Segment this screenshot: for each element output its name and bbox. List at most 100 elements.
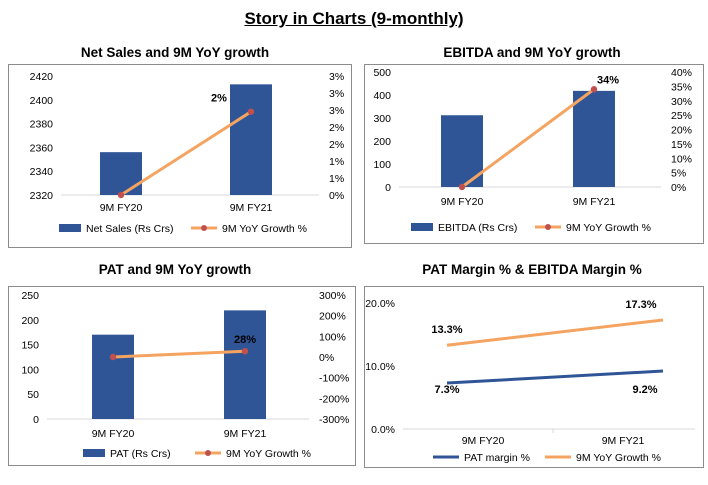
y2-tick-label: -300% [319,414,349,426]
legend-label: PAT (Rs Crs) [110,448,171,460]
y-tick-label: 150 [21,340,39,352]
legend-label: 9M YoY Growth % [566,222,651,234]
bar-net-sales-rs-crs- [100,152,142,195]
y2-tick-label: 20% [671,125,692,137]
growth-point [241,348,249,355]
y-tick-label: 0 [385,182,391,194]
growth-data-label: 2% [211,93,227,105]
y-tick-label: 50 [27,389,39,401]
margin-line-0 [446,369,664,385]
y2-tick-label: -100% [319,373,349,385]
margins-chart-title: PAT Margin % & EBITDA Margin % [422,262,642,277]
growth-point [458,183,466,191]
y2-tick-label: 2% [329,122,344,134]
bar-pat-rs-crs- [224,310,266,419]
growth-line [120,110,252,197]
x-category-label: 9M FY20 [441,196,484,208]
y2-tick-label: 1% [329,173,344,185]
y-tick-label: 2360 [30,142,54,154]
y2-tick-label: 1% [329,156,344,168]
y2-tick-label: -200% [319,393,349,405]
ebitda-chart-svg: 0 100 200 300 400 500 0% 5% 10% 15% 20% 25% 30% 35% 40… [373,67,692,234]
y2-tick-label: 0% [671,182,686,194]
y-tick-label: 10.0% [365,361,395,373]
ebitda-chart: 0 100 200 300 400 500 0% 5% 10% 15% 20% 25% 30% 35% 40… [364,64,704,244]
y2-tick-label: 3% [329,105,344,117]
x-category-label: 9M FY21 [224,428,267,440]
x-category-label: 9M FY20 [92,428,135,440]
legend-label: 9M YoY Growth % [222,223,307,235]
legend-swatch-marker [545,224,551,230]
legend-swatch-bar [59,224,81,232]
pat-chart-svg: 0 50 100 150 200 250 -300% -200% -100% 0% 100% 200%… [21,290,349,460]
y-tick-label: 100 [21,364,39,376]
y-tick-label: 200 [21,315,39,327]
x-category-label: 9M FY20 [100,202,143,214]
y-tick-label: 0.0% [371,424,395,436]
growth-point [247,108,255,115]
bar-ebitda-rs-crs- [573,90,615,187]
y2-tick-label: 15% [671,139,692,151]
y2-tick-label: 200% [319,311,346,323]
y2-tick-label: 40% [671,67,692,79]
growth-point [117,191,125,199]
page-title: Story in Charts (9-monthly) [244,9,464,28]
legend-swatch-marker [201,225,207,231]
growth-line [461,88,595,189]
margin-line-1 [446,318,664,347]
x-category-label: 9M FY21 [602,435,645,447]
margin-data-label: 17.3% [625,299,656,311]
y-tick-label: 2320 [30,190,54,202]
y2-tick-label: 0% [329,190,344,202]
y-tick-label: 2380 [30,119,54,131]
margin-data-label: 13.3% [431,324,462,336]
margins-chart: 0.0% 10.0% 20.0% 9M FY20 9M FY21 7.3% 9.2% PAT … [364,286,704,468]
y-tick-label: 500 [373,67,391,79]
net-sales-chart-title: Net Sales and 9M YoY growth [80,45,270,60]
growth-data-label: 34% [597,74,619,86]
legend-label: PAT margin % [464,452,530,464]
y-tick-label: 250 [21,290,39,302]
bar-net-sales-rs-crs- [230,84,272,195]
ebitda-chart-title: EBITDA and 9M YoY growth [443,45,621,60]
legend-swatch-bar [411,223,433,231]
bar-pat-rs-crs- [92,334,134,419]
legend-label: 9M YoY Growth % [576,452,661,464]
y-tick-label: 100 [373,159,391,171]
growth-line [112,349,246,359]
growth-point [109,353,117,361]
y-tick-label: 200 [373,136,391,148]
net-sales-chart: 2320 2340 2360 2380 2400 2420 0% 1% 1% 2% 2% 3% 3% 3%… [8,64,352,248]
growth-data-label: 28% [234,334,256,346]
y2-tick-label: 10% [671,153,692,165]
y2-tick-label: 0% [319,352,334,364]
y-tick-label: 20.0% [365,298,395,310]
y-tick-label: 0 [33,414,39,426]
x-category-label: 9M FY21 [573,196,616,208]
legend-label: EBITDA (Rs Crs) [438,222,517,234]
y-tick-label: 2400 [30,95,54,107]
legend-swatch-marker [205,450,211,456]
net-sales-chart-svg: 2320 2340 2360 2380 2400 2420 0% 1% 1% 2% 2% 3% 3% 3%… [30,71,345,235]
x-category-label: 9M FY21 [230,202,273,214]
y2-tick-label: 3% [329,88,344,100]
y2-tick-label: 30% [671,96,692,108]
margins-chart-svg: 0.0% 10.0% 20.0% 9M FY20 9M FY21 7.3% 9.2% PAT … [365,298,695,464]
x-category-label: 9M FY20 [462,435,505,447]
pat-chart-title: PAT and 9M YoY growth [98,262,252,277]
legend-label: 9M YoY Growth % [226,448,311,460]
y-tick-label: 2340 [30,166,54,178]
y2-tick-label: 5% [671,168,686,180]
y2-tick-label: 300% [319,290,346,302]
legend-label: Net Sales (Rs Crs) [86,223,174,235]
y2-tick-label: 35% [671,81,692,93]
y2-tick-label: 3% [329,71,344,83]
y-tick-label: 2420 [30,71,54,83]
y-tick-label: 400 [373,90,391,102]
pat-chart: 0 50 100 150 200 250 -300% -200% -100% 0% 100% 200%… [8,286,356,466]
y2-tick-label: 100% [319,331,346,343]
margin-data-label: 7.3% [434,384,459,396]
y2-tick-label: 2% [329,139,344,151]
legend-swatch-bar [83,449,105,457]
growth-point [590,86,598,93]
